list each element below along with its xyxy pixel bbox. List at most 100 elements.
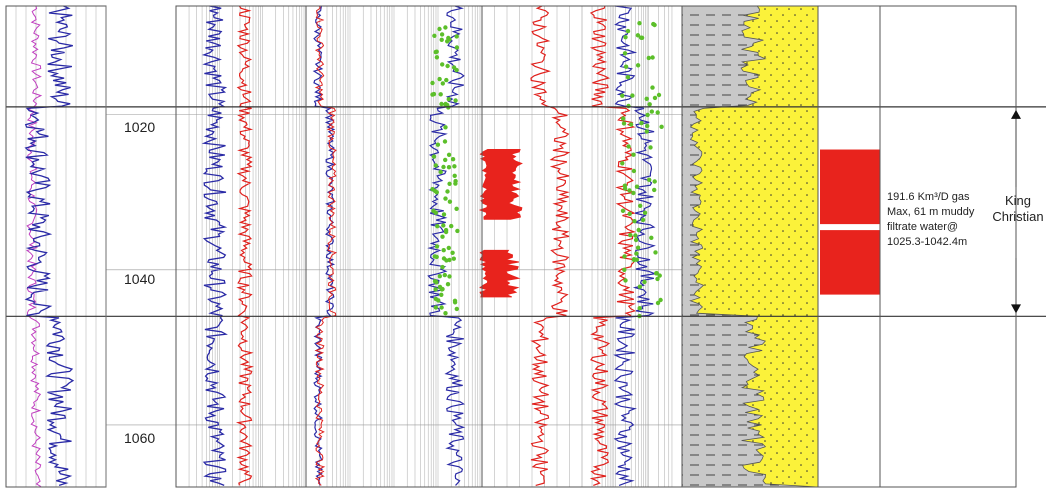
depth-label-1020: 1020 [124,119,156,135]
test-interval-upper [820,149,880,225]
core-point [631,257,637,263]
core-point [451,256,456,261]
core-point [440,62,445,67]
core-point [447,181,452,186]
core-point [443,157,448,163]
depth-label-1060: 1060 [124,430,156,446]
core-point [446,152,452,157]
test-line-2: Max, 61 m muddy [887,206,975,218]
test-line-1: 191.6 Km³/D gas [887,191,970,203]
core-point [441,164,446,170]
sand-fill [689,5,819,488]
core-point [446,97,451,102]
core-point [450,250,455,255]
core-point [628,232,633,238]
core-point [453,178,458,184]
core-point [434,254,439,260]
core-point [639,35,645,40]
core-point [645,112,650,118]
gas-crossover-fill [479,249,521,298]
core-point [435,142,441,147]
core-point [655,300,661,306]
core-point [432,33,437,38]
core-point [433,163,438,168]
core-point [439,101,444,107]
gamma-ray-curve [24,5,75,487]
core-point [443,196,448,201]
porosity-blue-curve-2 [613,5,658,486]
core-point [653,250,658,255]
core-point [637,284,643,289]
core-point [446,165,452,170]
core-point [656,92,662,98]
core-point [443,311,448,316]
core-point [444,77,449,83]
core-point [659,124,664,129]
core-point [443,25,448,30]
core-point [443,125,448,130]
core-point [647,177,652,182]
density-curve [314,5,337,486]
core-point [433,305,438,310]
core-point [431,154,437,159]
core-point [433,210,438,215]
core-point [442,272,447,278]
core-point [633,237,639,243]
test-line-4: 1025.3-1042.4m [887,236,968,248]
core-point [627,188,632,193]
resistivity-shallow-curve [235,5,254,486]
core-point [635,245,641,250]
core-point [657,273,662,278]
core-point [440,286,445,292]
core-point [434,55,440,60]
core-point [648,145,653,150]
core-point [650,55,655,60]
core-point [655,276,660,282]
core-point [644,129,649,134]
core-point [627,211,632,216]
test-interval-lower [820,230,880,295]
core-point [438,92,443,97]
core-point [442,139,448,144]
arrow-down-icon [1011,304,1021,314]
core-point [626,144,631,149]
core-point [450,157,456,162]
core-point [654,271,659,276]
core-point [626,103,631,109]
core-point [440,81,445,86]
core-point [631,152,636,157]
core-point [651,21,656,27]
core-point [623,278,628,283]
log-curves [24,5,658,488]
resistivity-deep-curve [201,5,228,487]
core-point [437,274,442,279]
test-result-text: 191.6 Km³/D gas Max, 61 m muddy filtrate… [887,190,997,250]
core-point [433,287,438,292]
core-point [434,279,439,285]
core-point [632,219,637,224]
core-point [647,102,652,107]
core-point [634,184,640,189]
core-point [635,63,641,68]
core-point [636,227,641,233]
core-point [652,95,658,101]
core-point [645,123,650,129]
core-point [447,257,452,263]
core-point [640,217,646,223]
formation-line-2: Christian [992,209,1044,224]
core-point [620,161,625,166]
core-point [445,189,450,194]
core-point [620,208,626,213]
core-point [634,251,639,256]
core-point [642,279,647,285]
core-point [630,93,635,98]
core-point [639,120,644,126]
core-point [642,210,648,215]
core-point [454,34,459,39]
core-point [434,190,439,195]
core-point [454,306,459,312]
core-point [452,164,457,169]
core-point [445,282,451,287]
formation-line-1: King [1004,193,1032,208]
